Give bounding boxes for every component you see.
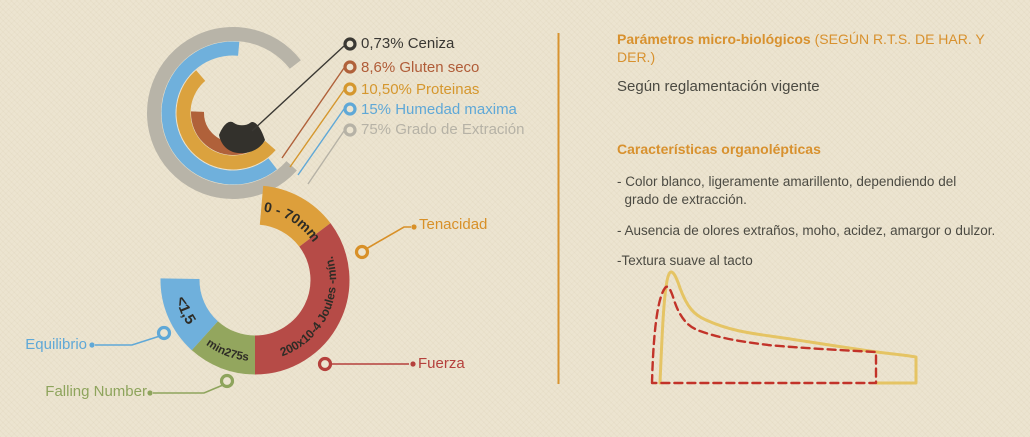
alveograph-chart	[650, 270, 918, 385]
leader-equilibrio	[95, 335, 161, 346]
right-text-panel: Parámetros micro-biológicos (SEGÚN R.T.S…	[617, 31, 1023, 283]
ring-dot-equilibrio	[156, 325, 172, 341]
panel-subtitle: Según reglamentación vigente	[617, 78, 820, 95]
alveograph-curve-yellow	[658, 270, 918, 385]
ring-humedad	[161, 41, 305, 185]
leader-proteinas	[289, 89, 345, 168]
gauge-leader-lines	[95, 226, 411, 394]
ring-dot-fuerza	[317, 356, 333, 372]
legend-dot-humedad	[343, 102, 357, 116]
composition-rings-chart	[147, 27, 319, 199]
panel-title-bold: Parámetros micro-biológicos	[617, 31, 811, 47]
legend-item-humedad-maxima: 15% Humedad maxima	[361, 101, 517, 118]
list-item-textura: -Textura suave al tacto	[617, 253, 753, 269]
dot-fuerza	[410, 361, 416, 367]
leader-ceniza	[251, 45, 345, 132]
composition-legend-dots	[343, 37, 357, 137]
panel-section2-title: Características organolépticas	[617, 141, 821, 157]
leader-humedad	[297, 108, 345, 176]
leader-gluten	[281, 67, 345, 159]
ring-dot-tenacidad	[354, 244, 370, 260]
gauge-label-dots	[89, 224, 417, 396]
ring-grado-extraccion	[147, 27, 319, 199]
leader-grado	[307, 130, 345, 185]
dot-falling-number	[147, 390, 153, 396]
gauge-leader-rings	[156, 244, 370, 389]
legend-item-proteinas: 10,50% Proteinas	[361, 81, 480, 98]
legend-item-gluten-seco: 8,6% Gluten seco	[361, 59, 480, 76]
gauge-value-tenacidad: 50 - 70mm	[0, 0, 324, 245]
list-item-color: - Color blanco, ligeramente amarillento,…	[617, 174, 957, 207]
composition-leader-lines	[251, 45, 345, 185]
gauge-segment-tenacidad	[258, 185, 331, 248]
rheology-gauge-chart	[160, 185, 350, 375]
gauge-label-falling-number: Falling Number	[45, 383, 147, 400]
panel-title: Parámetros micro-biológicos (SEGÚN R.T.S…	[617, 31, 1023, 66]
organoleptic-list: - Color blanco, ligeramente amarillento,…	[617, 173, 1023, 270]
legend-dot-grado	[343, 123, 357, 137]
gauge-segment-fuerza	[254, 223, 350, 375]
gauge-label-equilibrio: Equilibrio	[25, 336, 87, 353]
legend-item-ceniza: 0,73% Ceniza	[361, 35, 455, 52]
gauge-label-fuerza: Fuerza	[418, 355, 465, 372]
leader-tenacidad	[365, 226, 411, 250]
list-item-olores: - Ausencia de olores extraños, moho, aci…	[617, 222, 996, 238]
gauge-label-tenacidad: Tenacidad	[419, 216, 488, 233]
gauge-segment-equilibrio	[160, 278, 219, 351]
leader-falling-number	[153, 384, 224, 394]
legend-dot-gluten	[343, 60, 357, 74]
alveograph-curve-red-dashed	[650, 285, 878, 385]
gauge-value-tenacidad-text: 50 - 70mm	[0, 0, 324, 245]
dot-tenacidad	[411, 224, 417, 230]
ring-dot-falling-number	[219, 373, 235, 389]
dot-equilibrio	[89, 342, 95, 348]
legend-item-grado-extraccion: 75% Grado de Extración	[361, 121, 525, 138]
gauge-segment-falling-number	[191, 320, 256, 375]
panel-title-note: (SEGÚN R.T.S. DE HAR. Y DER.)	[617, 31, 985, 65]
legend-dot-proteinas	[343, 82, 357, 96]
legend-dot-ceniza	[343, 37, 357, 51]
